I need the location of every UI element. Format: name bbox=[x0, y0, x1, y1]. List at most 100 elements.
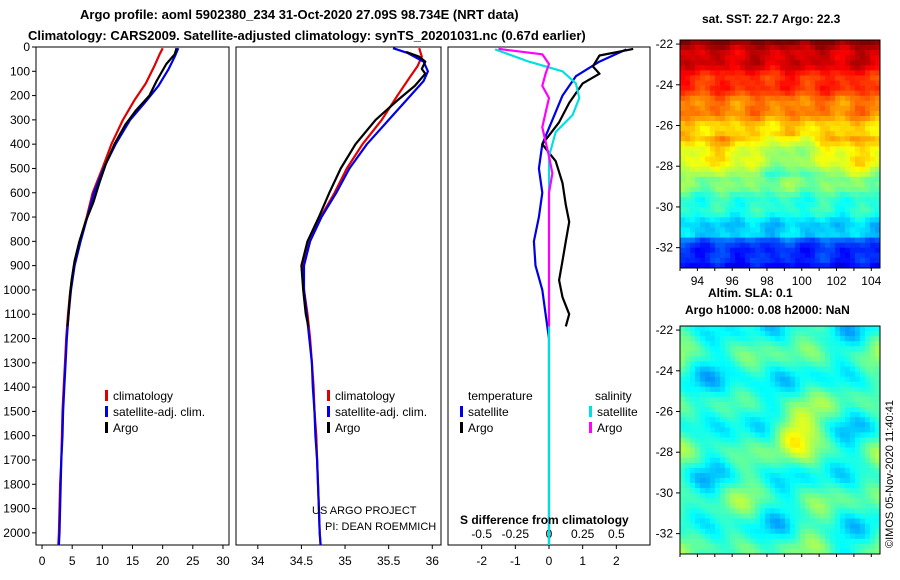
heatmap-cell bbox=[820, 402, 826, 408]
heatmap-cell bbox=[735, 80, 741, 86]
heatmap-cell bbox=[725, 171, 731, 178]
heatmap-cell bbox=[760, 518, 766, 524]
heatmap-cell bbox=[770, 351, 776, 357]
heatmap-cell bbox=[820, 457, 826, 464]
heatmap-cell bbox=[750, 442, 756, 448]
heatmap-cell bbox=[785, 407, 791, 413]
sla-lat-axis: -22-24-26-28-30-32 bbox=[656, 323, 680, 541]
heatmap-cell bbox=[875, 356, 881, 362]
heatmap-cell bbox=[685, 371, 691, 377]
heatmap-cell bbox=[790, 483, 796, 489]
heatmap-cell bbox=[740, 242, 746, 249]
heatmap-cell bbox=[810, 356, 816, 362]
heatmap-cell bbox=[715, 95, 721, 102]
heatmap-cell bbox=[830, 498, 836, 504]
heatmap-cell bbox=[865, 528, 871, 535]
heatmap-cell bbox=[755, 548, 761, 555]
heatmap-cell bbox=[870, 100, 876, 107]
heatmap-cell bbox=[695, 528, 701, 535]
y-tick-label: 200 bbox=[10, 89, 30, 103]
heatmap-cell bbox=[795, 437, 801, 443]
heatmap-cell bbox=[720, 356, 726, 362]
heatmap-cell bbox=[760, 237, 766, 243]
heatmap-cell bbox=[840, 80, 846, 86]
heatmap-cell bbox=[810, 50, 816, 56]
heatmap-cell bbox=[730, 402, 736, 408]
heatmap-cell bbox=[740, 437, 746, 443]
heatmap-cell bbox=[740, 346, 746, 352]
heatmap-cell bbox=[830, 417, 836, 423]
heatmap-cell bbox=[790, 60, 796, 66]
heatmap-cell bbox=[735, 105, 741, 112]
heatmap-cell bbox=[740, 105, 746, 112]
heatmap-cell bbox=[755, 75, 761, 81]
heatmap-cell bbox=[775, 336, 781, 342]
heatmap-cell bbox=[805, 65, 811, 71]
heatmap-cell bbox=[700, 356, 706, 362]
heatmap-cell bbox=[830, 121, 836, 127]
heatmap-cell bbox=[705, 100, 711, 107]
heatmap-cell bbox=[850, 85, 856, 91]
heatmap-cell bbox=[695, 50, 701, 56]
heatmap-cell bbox=[770, 40, 776, 46]
heatmap-cell bbox=[800, 488, 806, 494]
heatmap-cell bbox=[810, 252, 816, 259]
heatmap-cell bbox=[825, 488, 831, 494]
heatmap-cell bbox=[795, 376, 801, 383]
heatmap-cell bbox=[700, 156, 706, 162]
heatmap-cell bbox=[720, 212, 726, 218]
heatmap-cell bbox=[735, 417, 741, 423]
heatmap-cell bbox=[820, 227, 826, 233]
heatmap-cell bbox=[835, 351, 841, 357]
heatmap-cell bbox=[800, 176, 806, 183]
heatmap-cell bbox=[680, 217, 686, 223]
heatmap-cell bbox=[840, 478, 846, 484]
heatmap-cell bbox=[765, 181, 771, 188]
heatmap-cell bbox=[770, 432, 776, 438]
heatmap-cell bbox=[810, 156, 816, 162]
heatmap-cell bbox=[755, 508, 761, 514]
heatmap-cell bbox=[705, 247, 711, 254]
heatmap-cell bbox=[840, 40, 846, 46]
heatmap-cell bbox=[795, 447, 801, 453]
heatmap-cell bbox=[840, 442, 846, 448]
heatmap-cell bbox=[795, 262, 801, 269]
heatmap-cell bbox=[810, 242, 816, 249]
heatmap-cell bbox=[760, 75, 766, 81]
heatmap-cell bbox=[745, 207, 751, 213]
heatmap-cell bbox=[755, 472, 761, 479]
heatmap-cell bbox=[805, 171, 811, 178]
heatmap-cell bbox=[825, 533, 831, 540]
heatmap-cell bbox=[870, 346, 876, 352]
heatmap-cell bbox=[700, 186, 706, 193]
heatmap-cell bbox=[760, 396, 766, 403]
heatmap-cell bbox=[715, 156, 721, 162]
heatmap-cell bbox=[825, 452, 831, 459]
heatmap-cell bbox=[695, 452, 701, 459]
y-tick-label: 1400 bbox=[3, 380, 30, 394]
heatmap-cell bbox=[765, 156, 771, 162]
heatmap-cell bbox=[760, 402, 766, 408]
heatmap-cell bbox=[865, 222, 871, 228]
heatmap-cell bbox=[680, 386, 686, 393]
heatmap-cell bbox=[835, 493, 841, 499]
heatmap-cell bbox=[835, 346, 841, 352]
heatmap-cell bbox=[750, 402, 756, 408]
heatmap-cell bbox=[860, 493, 866, 499]
legend-swatch-climatology bbox=[105, 390, 108, 401]
heatmap-cell bbox=[720, 171, 726, 178]
heatmap-cell bbox=[850, 126, 856, 132]
heatmap-cell bbox=[775, 417, 781, 423]
heatmap-cell bbox=[770, 161, 776, 167]
heatmap-cell bbox=[685, 356, 691, 362]
heatmap-cell bbox=[860, 472, 866, 479]
heatmap-cell bbox=[680, 432, 686, 438]
heatmap-cell bbox=[800, 171, 806, 178]
heatmap-cell bbox=[875, 141, 881, 147]
heatmap-cell bbox=[740, 523, 746, 529]
heatmap-cell bbox=[685, 493, 691, 499]
heatmap-cell bbox=[790, 442, 796, 448]
heatmap-cell bbox=[860, 371, 866, 377]
heatmap-cell bbox=[730, 437, 736, 443]
